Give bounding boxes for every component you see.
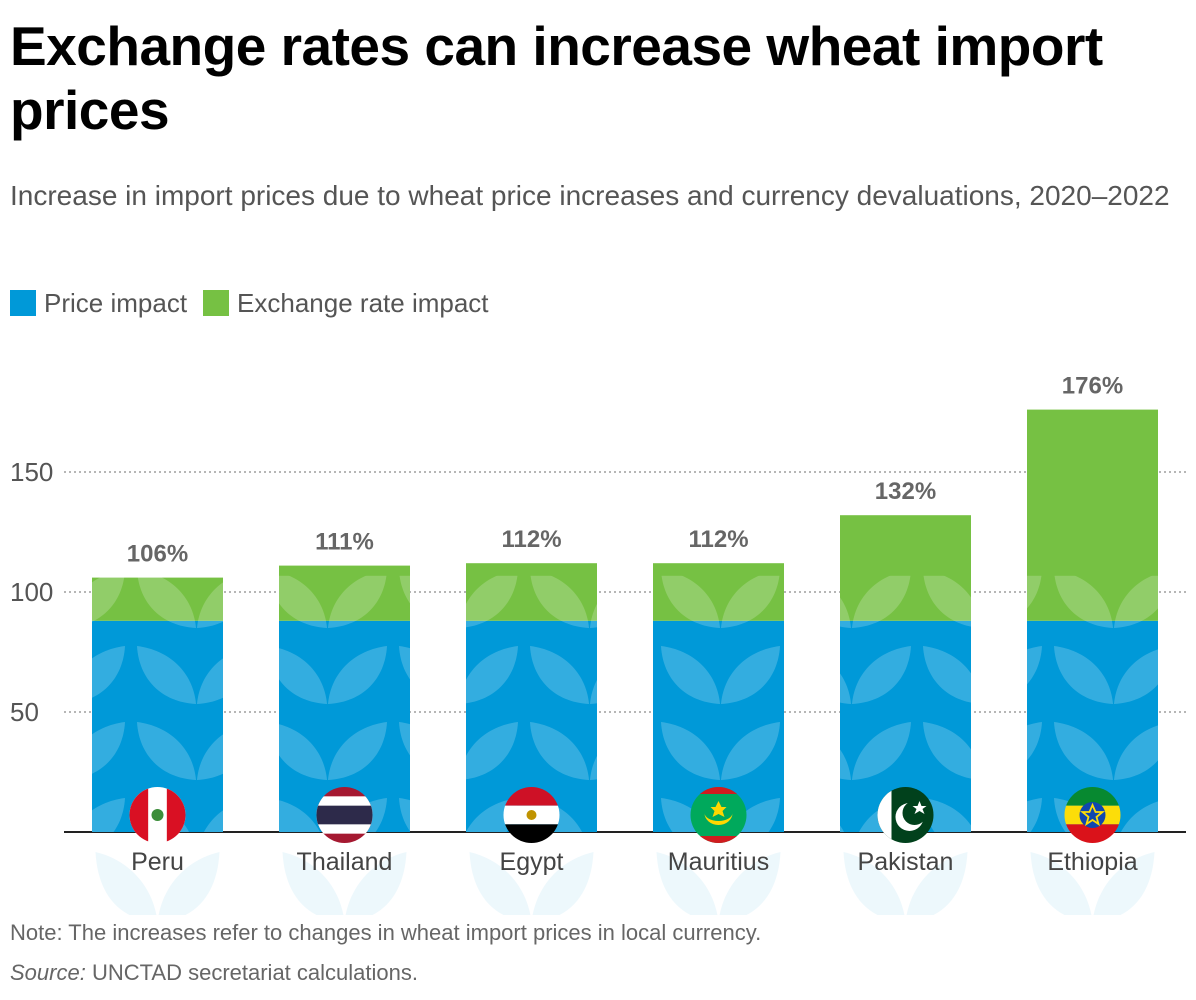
chart-plot: 50 100 150 106% Peru 111% Thailand 112% Egypt 11… (10, 373, 1186, 915)
wheat-motif-below-ethiopia (1030, 852, 1155, 915)
category-label-peru: Peru (131, 848, 184, 876)
wheat-leaf-right-pakistan (906, 852, 968, 915)
pakistan-flag-icon (877, 787, 934, 843)
wheat-leaf-left-pakistan (843, 852, 905, 915)
egypt-flag-black (503, 824, 560, 843)
y-tick-label-150: 150 (10, 457, 53, 487)
y-tick-label-50: 50 (10, 697, 39, 727)
wheat-motif-below-mauritius (656, 852, 781, 915)
source-label: Source: (10, 960, 86, 985)
category-label-thailand: Thailand (297, 848, 393, 876)
thailand-flag-blue (316, 805, 373, 825)
ethiopia-flag-red (1064, 824, 1121, 843)
ethiopia-flag-icon (1064, 787, 1121, 843)
legend-item-price-impact: Price impact (10, 288, 187, 319)
category-label-egypt: Egypt (500, 848, 564, 876)
peru-flag-red-left (129, 787, 149, 843)
mauritius-flag-green (690, 787, 747, 843)
legend-swatch-exchange-rate-impact (203, 290, 230, 316)
mauritius-flag-icon (690, 787, 747, 843)
peru-flag-icon (129, 787, 186, 843)
category-label-mauritius: Mauritius (668, 848, 769, 876)
chart-title: Exchange rates can increase wheat import… (10, 15, 1103, 141)
ethiopia-flag-disc (1079, 802, 1106, 828)
total-label-pakistan: 132% (875, 478, 936, 505)
wheat-leaf-right-mauritius (719, 852, 781, 915)
wheat-leaf-right-ethiopia (1093, 852, 1155, 915)
wheat-leaf-right-peru (158, 852, 220, 915)
ethiopia-flag-star (1080, 802, 1105, 827)
total-label-thailand: 111% (315, 529, 374, 556)
egypt-flag-red (503, 787, 560, 806)
chart-source: Source: UNCTAD secretariat calculations. (10, 960, 418, 986)
wheat-leaf-left-thailand (282, 852, 344, 915)
legend-swatch-price-impact (10, 290, 36, 316)
total-label-ethiopia: 176% (1062, 373, 1123, 400)
legend-item-exchange-rate-impact: Exchange rate impact (203, 287, 489, 319)
egypt-flag-icon (503, 787, 560, 843)
chart-note: Note: The increases refer to changes in … (10, 920, 762, 945)
wheat-leaf-left-egypt (469, 852, 531, 915)
y-tick-label-100: 100 (10, 577, 53, 607)
legend-label-exchange-rate-impact: Exchange rate impact (237, 287, 489, 318)
total-label-peru: 106% (127, 541, 188, 568)
thailand-flag-icon (316, 787, 373, 843)
wheat-motif-below-peru (95, 852, 220, 915)
mauritius-flag-red-bottom (690, 836, 747, 843)
wheat-leaf-left-mauritius (656, 852, 718, 915)
pakistan-flag-star (912, 801, 927, 814)
total-label-mauritius: 112% (688, 526, 748, 553)
egypt-flag-eagle (526, 810, 537, 820)
wheat-motif-below-thailand (282, 852, 407, 915)
wheat-leaf-right-egypt (532, 852, 594, 915)
total-label-egypt: 112% (501, 526, 561, 553)
peru-flag-emblem (151, 809, 164, 821)
chart-subtitle: Increase in import prices due to wheat p… (10, 180, 1170, 211)
legend: Price impact Exchange rate impact (10, 286, 505, 320)
mauritius-flag-star (710, 801, 727, 817)
mauritius-flag-crescent (704, 813, 733, 825)
wheat-leaf-left-peru (95, 852, 157, 915)
wheat-motif-below-egypt (469, 852, 594, 915)
wheat-motif-below-pakistan (843, 852, 968, 915)
category-label-ethiopia: Ethiopia (1047, 848, 1137, 876)
mauritius-flag-red-top (690, 787, 747, 794)
ethiopia-flag-green (1064, 787, 1121, 806)
legend-label-price-impact: Price impact (44, 287, 188, 318)
category-label-pakistan: Pakistan (858, 848, 954, 876)
wheat-leaf-right-thailand (345, 852, 407, 915)
source-text: UNCTAD secretariat calculations. (85, 960, 418, 985)
wheat-leaf-left-ethiopia (1030, 852, 1092, 915)
peru-flag-red-right (166, 787, 186, 843)
